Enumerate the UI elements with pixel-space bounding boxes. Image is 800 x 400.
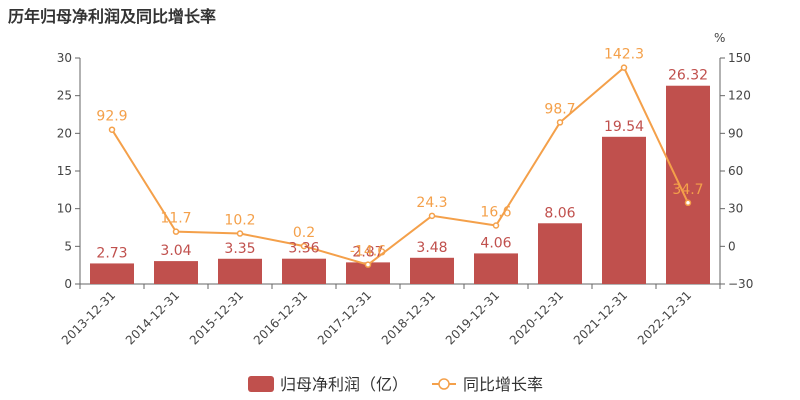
y-right-tick-label: 0: [728, 239, 736, 253]
bar-value-label: 8.06: [544, 205, 575, 221]
line-point: [300, 242, 308, 250]
line-point: [556, 119, 564, 126]
y-right-tick-label: 60: [728, 164, 743, 178]
bar: [218, 258, 262, 284]
legend-bar-label[interactable]: 归母净利润（亿）: [280, 375, 408, 394]
x-tick-label: 2017-12-31: [315, 288, 374, 347]
y-right-tick-label: −30: [728, 277, 753, 291]
bar-value-label: 19.54: [604, 119, 644, 135]
data-labels: 2.73 3.04 3.35 3.36 2.87 3.48 4.06 8.06 19.54 26.…: [96, 47, 708, 262]
legend-line-label[interactable]: 同比增长率: [463, 375, 543, 394]
line-point: [108, 126, 116, 133]
line-value-label: 16.6: [480, 204, 511, 220]
bar: [538, 223, 582, 284]
bar: [602, 136, 646, 284]
x-tick-label: 2013-12-31: [59, 288, 118, 347]
y-left-tick-label: 10: [57, 202, 72, 216]
legend[interactable]: 归母净利润（亿） 同比增长率: [248, 375, 543, 394]
x-tick-label: 2022-12-31: [635, 288, 694, 347]
bar-value-label: 3.48: [416, 240, 447, 256]
line-point: [428, 212, 436, 220]
bar-value-label: 3.04: [160, 243, 191, 259]
line-value-label: 142.3: [604, 47, 644, 63]
line-value-label: 98.7: [544, 101, 575, 117]
bar-value-label: 3.35: [224, 241, 255, 257]
x-tick-label: 2015-12-31: [187, 288, 246, 347]
line-value-label: 11.7: [160, 211, 191, 227]
line-point: [684, 199, 692, 207]
x-tick-label: 2014-12-31: [123, 288, 182, 347]
bar: [346, 262, 390, 284]
y-left-tick-label: 25: [57, 89, 72, 103]
y-right-tick-label: 90: [728, 126, 743, 140]
y-right-unit: %: [714, 31, 725, 45]
line-point: [620, 64, 628, 71]
y-left-tick-label: 5: [64, 239, 72, 253]
bar-value-label: 26.32: [668, 68, 708, 84]
bar: [410, 257, 454, 284]
bar: [90, 263, 134, 284]
y-right-tick-label: 120: [728, 89, 751, 103]
y-left-tick-label: 30: [57, 51, 72, 65]
line-point: [236, 230, 244, 237]
line-value-label: 24.3: [416, 195, 447, 211]
x-tick-label: 2020-12-31: [507, 288, 566, 347]
y-right-tick-label: 30: [728, 202, 743, 216]
bar-value-label: 4.06: [480, 235, 511, 251]
x-tick-label: 2021-12-31: [571, 288, 630, 347]
bar: [666, 85, 710, 285]
bar-value-label: 2.87: [352, 244, 383, 260]
line-value-label: 34.7: [672, 182, 703, 198]
growth-rate-line: [111, 66, 689, 266]
line-point: [364, 261, 372, 268]
x-tick-label: 2016-12-31: [251, 288, 310, 347]
line-value-label: 92.9: [96, 109, 127, 125]
line-value-label: 10.2: [224, 213, 255, 229]
line-value-label: -14.6: [350, 244, 386, 260]
bar-series: [90, 85, 710, 285]
line-point: [172, 228, 180, 235]
y-left-tick-label: 20: [57, 126, 72, 140]
bar: [154, 261, 198, 284]
legend-bar-swatch[interactable]: [248, 376, 274, 392]
bar: [474, 253, 518, 284]
x-tick-label: 2018-12-31: [379, 288, 438, 347]
y-right-tick-label: 150: [728, 51, 751, 65]
line-series: [108, 64, 692, 268]
y-left-tick-label: 15: [57, 164, 72, 178]
bar-value-label: 2.73: [96, 245, 127, 261]
bar-value-label: 3.36: [288, 241, 319, 257]
line-point: [492, 222, 500, 229]
bar: [282, 258, 326, 284]
y-left-tick-label: 0: [64, 277, 72, 291]
line-value-label: 0.2: [293, 225, 315, 241]
x-tick-label: 2019-12-31: [443, 288, 502, 347]
legend-line-marker[interactable]: [438, 378, 450, 390]
chart-title: 历年归母净利润及同比增长率: [8, 7, 217, 26]
